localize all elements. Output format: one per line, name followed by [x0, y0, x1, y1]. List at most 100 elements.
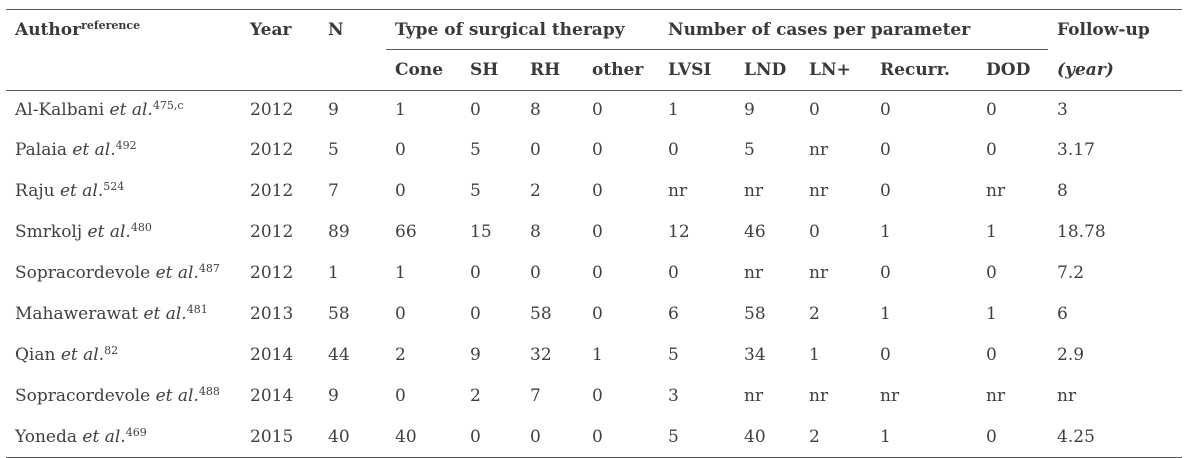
- table-cell: 18.78: [1057, 222, 1106, 242]
- table-cell: 0: [668, 140, 679, 160]
- table-cell: 15: [470, 222, 492, 242]
- table-cell: nr: [880, 386, 900, 406]
- table-cell: 7.2: [1057, 263, 1085, 283]
- et-al: et al.: [82, 426, 126, 447]
- table-cell: nr: [809, 140, 829, 160]
- reference-number: 487: [198, 262, 220, 275]
- table-cell: 0: [986, 263, 997, 283]
- table-cell: 1: [328, 263, 339, 283]
- table-row: Qian et al.82 2014 44 2 9 32 1 5 34 1 0 0 2.9: [6, 335, 1182, 376]
- reference-number: 524: [103, 180, 125, 193]
- table-cell: 58: [744, 304, 766, 324]
- table-row: Raju et al.524 2012 7 0 5 2 0 nr nr nr 0 nr 8: [6, 171, 1182, 212]
- table-row: Sopracordevole et al.487 2012 1 1 0 0 0 0 nr nr 0 0…: [6, 253, 1182, 294]
- table-cell: 2015: [241, 416, 319, 458]
- author-cell: Sopracordevole et al.487: [6, 253, 241, 294]
- col-recurr-header: Recurr.: [871, 49, 978, 91]
- table-cell: 0: [986, 140, 997, 160]
- table-cell: nr: [809, 386, 829, 406]
- author-cell: Smrkolj et al.480: [6, 212, 241, 253]
- table-cell: nr: [986, 386, 1006, 406]
- blank-cell: [241, 49, 319, 91]
- author-cell: Sopracordevole et al.488: [6, 376, 241, 417]
- reference-number: 481: [186, 303, 208, 316]
- table-cell: 5: [659, 416, 736, 458]
- table-cell: 2014: [250, 386, 294, 406]
- col-rh-header: RH: [521, 49, 583, 91]
- table-cell: 0: [880, 100, 891, 121]
- col-sh-header: SH: [461, 49, 521, 91]
- table-cell: 1: [809, 345, 820, 365]
- table-cell: 40: [319, 416, 386, 458]
- blank-cell: [6, 49, 241, 91]
- table-cell: 0: [470, 263, 481, 283]
- table-row: Sopracordevole et al.488 2014 9 0 2 7 0 3 nr nr nr…: [6, 376, 1182, 417]
- table-cell: 0: [880, 345, 891, 365]
- table-cell: 5: [470, 181, 481, 201]
- table-row: Mahawerawat et al.481 2013 58 0 0 58 0 6 58 2 1 1 6: [6, 294, 1182, 335]
- table-cell: 8: [530, 100, 541, 121]
- table-cell: 1: [880, 222, 891, 242]
- table-cell: 0: [977, 416, 1049, 458]
- reference-number: 488: [198, 385, 220, 398]
- surgery-group-header: Type of surgical therapy: [386, 9, 660, 50]
- table-cell: 44: [328, 345, 350, 365]
- col-other-header: other: [583, 49, 660, 91]
- author-name: Sopracordevole: [15, 263, 151, 283]
- col-cone-header: Cone: [386, 49, 461, 91]
- table-cell: 0: [395, 386, 406, 406]
- table-cell: 0: [395, 181, 406, 201]
- author-reference-sup: reference: [81, 18, 141, 32]
- table-cell: 0: [592, 140, 603, 160]
- table-cell: 40: [735, 416, 801, 458]
- table-cell: 1: [668, 100, 679, 121]
- table-cell: 2: [395, 345, 406, 365]
- table-cell: 2: [800, 416, 872, 458]
- table-cell: 0: [530, 140, 541, 160]
- table-cell: 5: [470, 140, 481, 160]
- table-cell: 0: [592, 263, 603, 283]
- table-cell: 0: [530, 263, 541, 283]
- et-al: et al.: [87, 222, 131, 242]
- table-cell: 6: [668, 304, 679, 324]
- table-cell: 1: [986, 304, 997, 324]
- table-cell: 2.9: [1057, 345, 1085, 365]
- table-cell: 2012: [250, 181, 294, 201]
- table-cell: 2012: [250, 222, 294, 242]
- table-cell: 1: [871, 416, 978, 458]
- table-cell: 1: [395, 263, 406, 283]
- et-al: et al.: [109, 100, 153, 121]
- author-name: Yoneda: [15, 426, 78, 447]
- table-cell: 8: [530, 222, 541, 242]
- author-cell: Palaia et al.492: [6, 130, 241, 171]
- author-cell: Al-Kalbani et al.475,c: [6, 91, 241, 130]
- table-cell: 0: [470, 304, 481, 324]
- table-cell: 0: [880, 140, 891, 160]
- et-al: et al.: [60, 345, 105, 365]
- table-cell: 0: [521, 416, 583, 458]
- table-cell: 7: [530, 386, 541, 406]
- reference-number: 469: [125, 425, 147, 439]
- table-cell: 0: [809, 100, 820, 121]
- table-cell: nr: [744, 263, 764, 283]
- table-cell: 0: [395, 304, 406, 324]
- author-cell: Raju et al.524: [6, 171, 241, 212]
- table-cell: 1: [880, 304, 891, 324]
- et-al: et al.: [155, 386, 199, 406]
- table-cell: 34: [744, 345, 766, 365]
- table-cell: 0: [986, 100, 997, 121]
- table-cell: 3.17: [1057, 140, 1095, 160]
- table-cell: 32: [530, 345, 552, 365]
- table-cell: 1: [395, 100, 406, 121]
- table-cell: 7: [328, 181, 339, 201]
- table-cell: 0: [986, 345, 997, 365]
- table-cell: 0: [592, 222, 603, 242]
- table-cell: 6: [1057, 304, 1068, 324]
- table-cell: 4.25: [1048, 416, 1183, 458]
- reference-number: 82: [104, 344, 119, 357]
- table-cell: 58: [530, 304, 552, 324]
- col-lvsi-header: LVSI: [659, 49, 736, 91]
- table-cell: 0: [668, 263, 679, 283]
- col-followup-header: Follow-up: [1048, 9, 1183, 50]
- col-ln-pos-header: LN+: [800, 49, 872, 91]
